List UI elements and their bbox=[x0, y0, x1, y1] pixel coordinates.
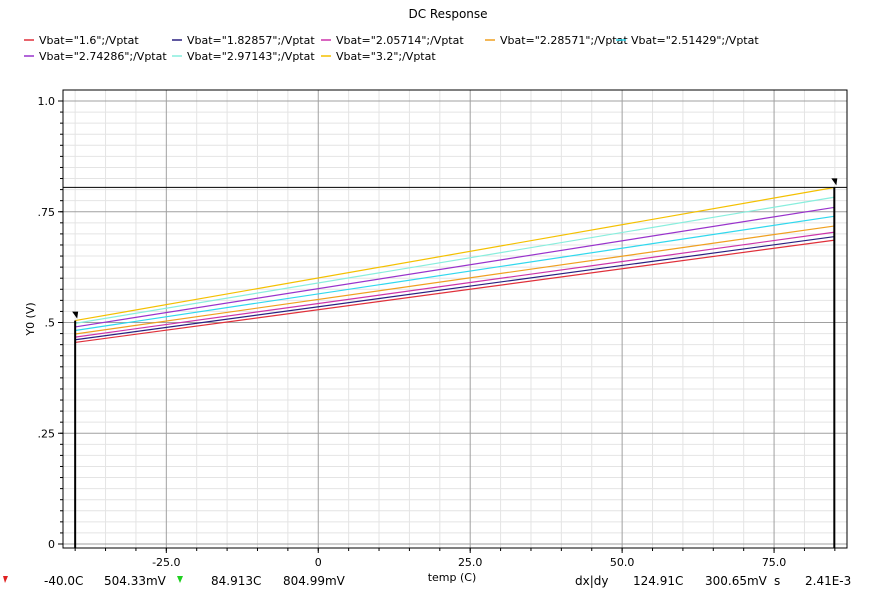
legend-label: Vbat="2.05714";/Vptat bbox=[336, 34, 464, 47]
readout-m1-y: 504.33mV bbox=[104, 574, 167, 588]
series-line bbox=[75, 196, 835, 324]
legend-label: Vbat="2.51429";/Vptat bbox=[631, 34, 759, 47]
x-tick-label: 50.0 bbox=[610, 556, 635, 569]
x-tick-label: 25.0 bbox=[458, 556, 483, 569]
x-tick-label: 75.0 bbox=[762, 556, 787, 569]
legend-label: Vbat="1.82857";/Vptat bbox=[187, 34, 315, 47]
legend-item: Vbat="1.82857";/Vptat bbox=[172, 34, 315, 47]
y-tick-label: 0 bbox=[48, 538, 55, 551]
legend-item: Vbat="2.28571";/Vptat bbox=[485, 34, 628, 47]
y-tick-label: .75 bbox=[38, 206, 56, 219]
y-tick-label: .25 bbox=[38, 427, 56, 440]
x-axis-label: temp (C) bbox=[428, 571, 477, 584]
marker-flag-icon bbox=[72, 311, 79, 319]
series-line bbox=[75, 235, 835, 341]
readout-m1-x: -40.0C bbox=[44, 574, 83, 588]
readout-slope-unit: s bbox=[774, 574, 780, 588]
y-tick-label: .5 bbox=[45, 317, 56, 330]
readout-slope: 2.41E-3 bbox=[805, 574, 851, 588]
series-line bbox=[75, 206, 835, 328]
y-tick-label: 1.0 bbox=[38, 95, 56, 108]
legend-label: Vbat="3.2";/Vptat bbox=[336, 50, 436, 63]
legend-label: Vbat="2.74286";/Vptat bbox=[39, 50, 167, 63]
legend-label: Vbat="2.28571";/Vptat bbox=[500, 34, 628, 47]
legend: Vbat="1.6";/Vptat Vbat="1.82857";/Vptat Vb… bbox=[24, 34, 759, 63]
readout-dy: 300.65mV bbox=[705, 574, 768, 588]
marker-flag-icon bbox=[831, 178, 838, 186]
chart-title: DC Response bbox=[408, 7, 487, 21]
readout-delta-label: dx|dy bbox=[575, 574, 608, 588]
legend-label: Vbat="2.97143";/Vptat bbox=[187, 50, 315, 63]
series-line bbox=[75, 225, 835, 335]
readout-bar: -40.0C 504.33mV 84.913C 804.99mV dx|dy 1… bbox=[3, 574, 851, 588]
x-tick-label: 0 bbox=[315, 556, 322, 569]
series-line bbox=[75, 186, 835, 322]
legend-item: Vbat="2.51429";/Vptat bbox=[616, 34, 759, 47]
legend-item: Vbat="1.6";/Vptat bbox=[24, 34, 139, 47]
plot-frame bbox=[62, 89, 848, 549]
series-line bbox=[75, 239, 835, 344]
grid-major bbox=[63, 90, 847, 548]
series-line bbox=[75, 231, 835, 338]
legend-item: Vbat="3.2";/Vptat bbox=[321, 50, 436, 63]
marker-2-flag-icon bbox=[177, 576, 183, 583]
marker-group[interactable] bbox=[63, 178, 847, 548]
y-axis-label: Y0 (V) bbox=[24, 302, 37, 336]
legend-item: Vbat="2.74286";/Vptat bbox=[24, 50, 167, 63]
y-axis-ticks: 0 .25 .5 .75 1.0 bbox=[38, 95, 63, 551]
legend-item: Vbat="2.97143";/Vptat bbox=[172, 50, 315, 63]
readout-dx: 124.91C bbox=[633, 574, 683, 588]
x-tick-label: -25.0 bbox=[152, 556, 180, 569]
readout-m2-x: 84.913C bbox=[211, 574, 261, 588]
series-line bbox=[75, 215, 835, 332]
readout-m2-y: 804.99mV bbox=[283, 574, 346, 588]
marker-1-flag-icon bbox=[3, 576, 8, 583]
series-group bbox=[75, 186, 835, 344]
legend-item: Vbat="2.05714";/Vptat bbox=[321, 34, 464, 47]
x-axis-ticks: -25.0 0 25.0 50.0 75.0 bbox=[74, 548, 836, 569]
legend-label: Vbat="1.6";/Vptat bbox=[39, 34, 139, 47]
